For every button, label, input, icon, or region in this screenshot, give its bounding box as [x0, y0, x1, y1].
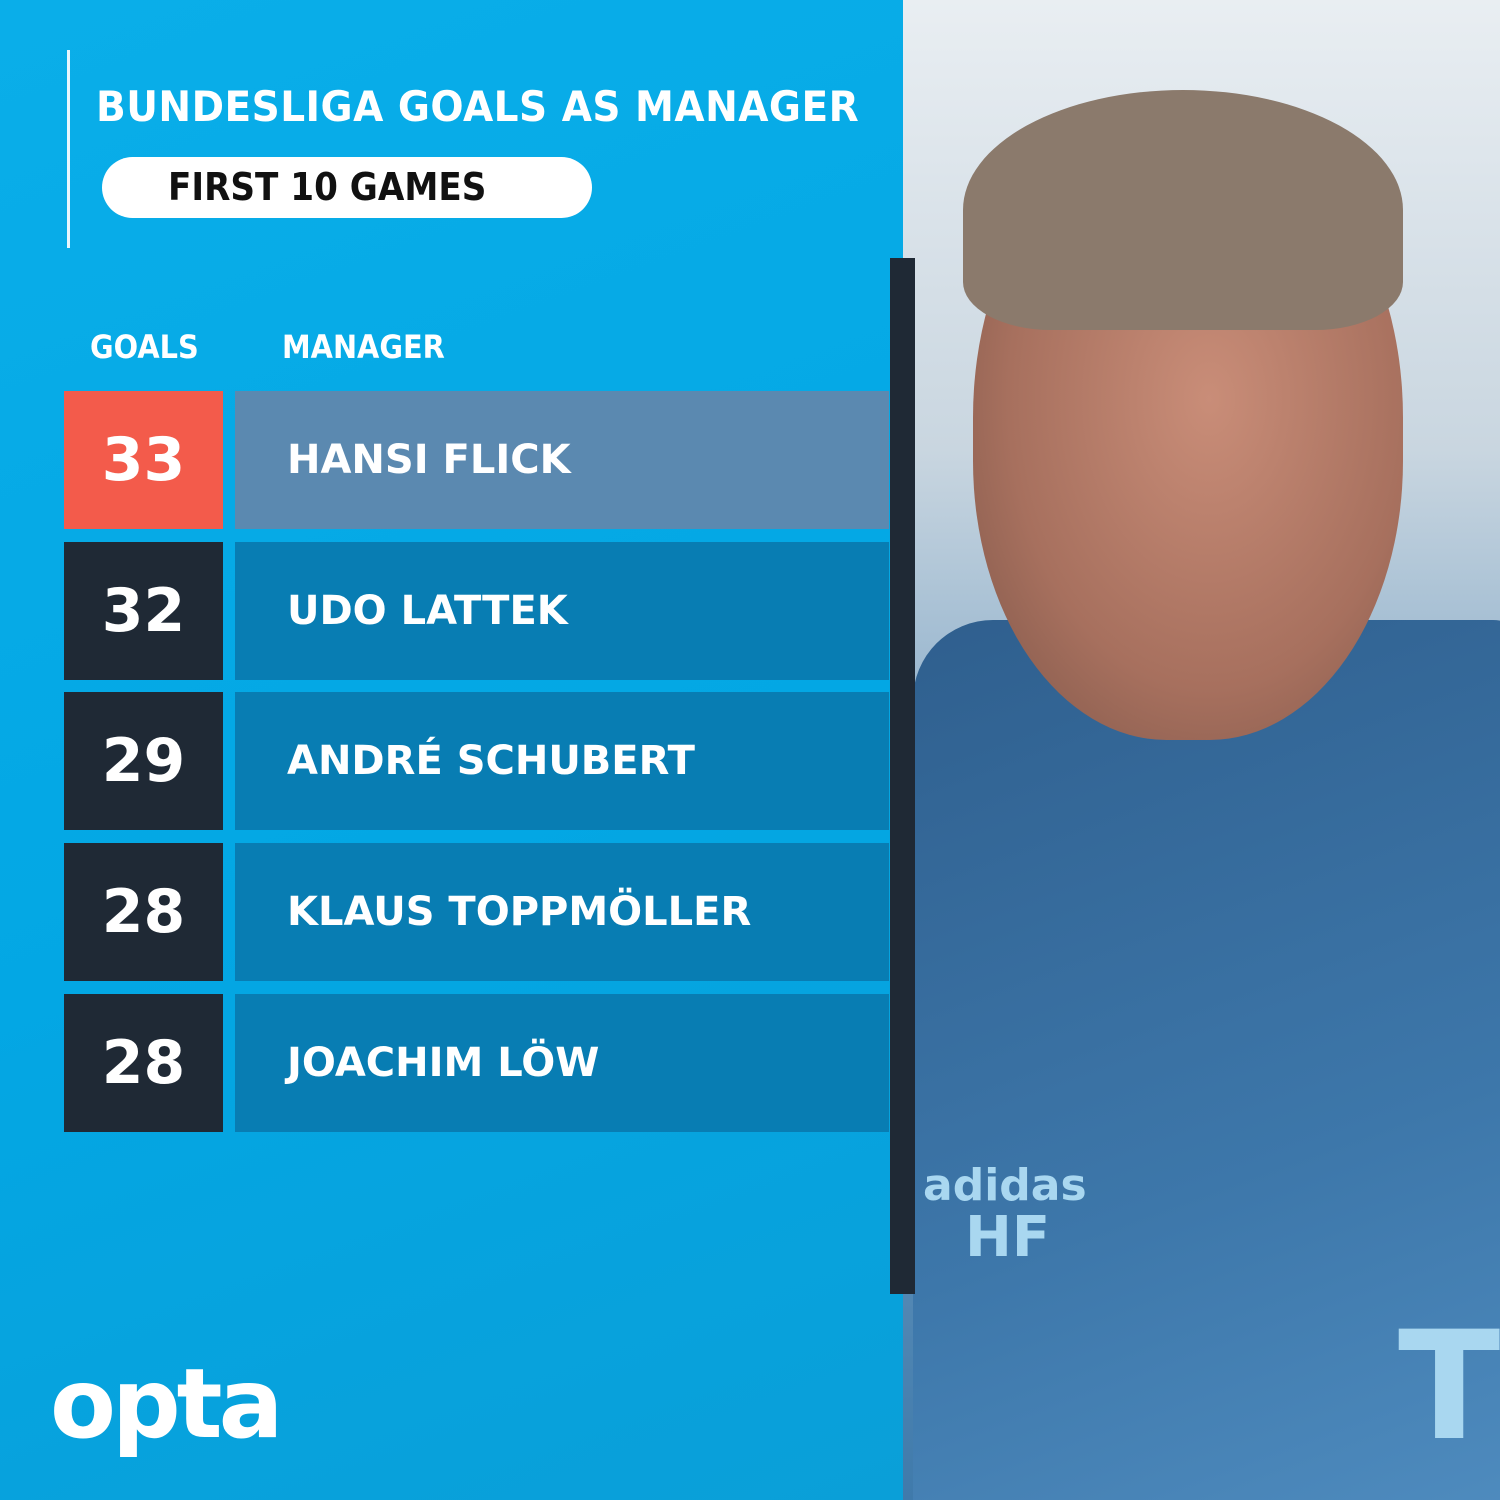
- goals-value: 28: [64, 994, 223, 1132]
- initials: HF: [965, 1205, 1051, 1270]
- sponsor-logo: T: [1398, 1300, 1500, 1474]
- adidas-logo: adidas: [923, 1160, 1087, 1211]
- goals-value: 33: [64, 391, 223, 529]
- title: BUNDESLIGA GOALS AS MANAGER: [96, 82, 860, 131]
- table-row: 32 UDO LATTEK: [64, 542, 889, 680]
- table-row: 33 HANSI FLICK: [64, 391, 889, 529]
- table-row: 29 ANDRÉ SCHUBERT: [64, 692, 889, 830]
- table-row: 28 KLAUS TOPPMÖLLER: [64, 843, 889, 981]
- goals-value: 29: [64, 692, 223, 830]
- goals-header: GOALS: [90, 328, 199, 366]
- divider: [67, 50, 70, 248]
- manager-header: MANAGER: [282, 328, 445, 366]
- manager-name: KLAUS TOPPMÖLLER: [235, 843, 889, 981]
- hair: [963, 90, 1403, 330]
- goals-value: 28: [64, 843, 223, 981]
- accent-bar: [890, 258, 915, 1294]
- subtitle-badge: FIRST 10 GAMES: [102, 157, 592, 218]
- goals-value: 32: [64, 542, 223, 680]
- manager-name: JOACHIM LÖW: [235, 994, 889, 1132]
- manager-name: UDO LATTEK: [235, 542, 889, 680]
- table-row: 28 JOACHIM LÖW: [64, 994, 889, 1132]
- subtitle: FIRST 10 GAMES: [168, 165, 487, 209]
- opta-logo: opta: [50, 1348, 283, 1460]
- manager-name: ANDRÉ SCHUBERT: [235, 692, 889, 830]
- manager-photo: adidas HF T: [903, 0, 1500, 1500]
- jacket: [913, 620, 1500, 1500]
- manager-name: HANSI FLICK: [235, 391, 889, 529]
